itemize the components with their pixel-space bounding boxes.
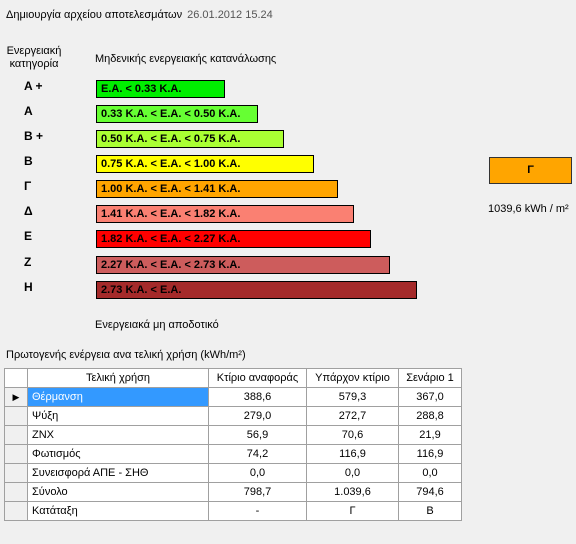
value-cell[interactable]: 0,0	[208, 463, 307, 483]
use-name-cell[interactable]: ΖΝΧ	[27, 425, 209, 445]
table-row[interactable]: Φωτισμός 74,2 116,9 116,9	[4, 444, 462, 464]
class-label: A	[24, 104, 33, 118]
class-bar: 1.41 Κ.Α. < Ε.Α. < 1.82 Κ.Α.	[96, 205, 354, 223]
row-header-cell[interactable]	[4, 406, 28, 426]
table-row[interactable]: ΖΝΧ 56,9 70,6 21,9	[4, 425, 462, 445]
header-line: Δημιουργία αρχείου αποτελεσμάτων 26.01.20…	[6, 9, 273, 21]
class-label: Ζ	[24, 255, 32, 269]
class-bar: 0.75 Κ.Α. < Ε.Α. < 1.00 Κ.Α.	[96, 155, 314, 173]
value-cell[interactable]: 798,7	[208, 482, 307, 502]
value-cell[interactable]: 0,0	[306, 463, 399, 483]
value-cell[interactable]: 272,7	[306, 406, 399, 426]
value-cell[interactable]: -	[208, 501, 307, 521]
value-cell[interactable]: 21,9	[398, 425, 462, 445]
value-cell[interactable]: 1.039,6	[306, 482, 399, 502]
class-label: Γ	[24, 179, 32, 193]
row-header-corner[interactable]	[4, 368, 28, 388]
class-bar: 2.27 Κ.Α. < Ε.Α. < 2.73 Κ.Α.	[96, 256, 390, 274]
class-label: B	[24, 154, 33, 168]
energy-data-grid[interactable]: Τελική χρήση Κτίριο αναφοράς Υπάρχον κτί…	[4, 368, 462, 521]
class-label: B +	[24, 129, 44, 143]
scale-bottom-label: Ενεργειακά μη αποδοτικό	[95, 319, 219, 331]
value-cell[interactable]: 74,2	[208, 444, 307, 464]
row-header-cell[interactable]: ▶	[4, 387, 28, 407]
class-label: Ε	[24, 229, 33, 243]
column-header-use[interactable]: Τελική χρήση	[27, 368, 209, 388]
value-cell[interactable]: 388,6	[208, 387, 307, 407]
category-title-line2: κατηγορία	[9, 58, 59, 70]
result-class-badge: Γ	[489, 157, 572, 184]
table-row[interactable]: Συνεισφορά ΑΠΕ - ΣΗΘ 0,0 0,0 0,0	[4, 463, 462, 483]
table-title: Πρωτογενής ενέργεια ανα τελική χρήση (kW…	[6, 349, 246, 361]
value-cell[interactable]: 794,6	[398, 482, 462, 502]
use-name-cell[interactable]: Σύνολο	[27, 482, 209, 502]
column-header-scenario[interactable]: Σενάριο 1	[398, 368, 462, 388]
value-cell[interactable]: 70,6	[306, 425, 399, 445]
class-label: Η	[24, 280, 33, 294]
class-label: A +	[24, 79, 43, 93]
category-title-line1: Ενεργειακή	[6, 45, 62, 57]
row-header-cell[interactable]	[4, 425, 28, 445]
header-title: Δημιουργία αρχείου αποτελεσμάτων	[6, 9, 183, 21]
value-cell[interactable]: 367,0	[398, 387, 462, 407]
column-header-existing[interactable]: Υπάρχον κτίριο	[306, 368, 399, 388]
value-cell[interactable]: B	[398, 501, 462, 521]
table-row[interactable]: Κατάταξη - Γ B	[4, 501, 462, 521]
category-column-title: Ενεργειακή κατηγορία	[4, 45, 64, 71]
row-header-cell[interactable]	[4, 444, 28, 464]
value-cell[interactable]: 579,3	[306, 387, 399, 407]
table-row[interactable]: Ψύξη 279,0 272,7 288,8	[4, 406, 462, 426]
class-bar: 1.82 Κ.Α. < Ε.Α. < 2.27 Κ.Α.	[96, 230, 371, 248]
grid-header-row: Τελική χρήση Κτίριο αναφοράς Υπάρχον κτί…	[4, 368, 462, 388]
use-name-cell[interactable]: Θέρμανση	[27, 387, 209, 407]
class-bar: 1.00 Κ.Α. < Ε.Α. < 1.41 Κ.Α.	[96, 180, 338, 198]
row-header-cell[interactable]	[4, 501, 28, 521]
use-name-cell[interactable]: Κατάταξη	[27, 501, 209, 521]
class-bar: 0.50 Κ.Α. < Ε.Α. < 0.75 Κ.Α.	[96, 130, 284, 148]
use-name-cell[interactable]: Φωτισμός	[27, 444, 209, 464]
value-cell[interactable]: 279,0	[208, 406, 307, 426]
row-header-cell[interactable]	[4, 463, 28, 483]
class-bar: 2.73 Κ.Α. < Ε.Α.	[96, 281, 417, 299]
result-energy-value: 1039,6 kWh / m²	[488, 203, 569, 215]
table-row[interactable]: ▶ Θέρμανση 388,6 579,3 367,0	[4, 387, 462, 407]
scale-top-label: Μηδενικής ενεργειακής κατανάλωσης	[95, 53, 277, 65]
class-label: Δ	[24, 204, 33, 218]
use-name-cell[interactable]: Συνεισφορά ΑΠΕ - ΣΗΘ	[27, 463, 209, 483]
header-date: 26.01.2012 15.24	[187, 9, 273, 21]
value-cell[interactable]: 116,9	[398, 444, 462, 464]
class-bar: Ε.Α. < 0.33 Κ.Α.	[96, 80, 225, 98]
value-cell[interactable]: 0,0	[398, 463, 462, 483]
value-cell[interactable]: Γ	[306, 501, 399, 521]
table-row[interactable]: Σύνολο 798,7 1.039,6 794,6	[4, 482, 462, 502]
value-cell[interactable]: 288,8	[398, 406, 462, 426]
value-cell[interactable]: 116,9	[306, 444, 399, 464]
current-row-arrow-icon: ▶	[12, 391, 20, 402]
value-cell[interactable]: 56,9	[208, 425, 307, 445]
row-header-cell[interactable]	[4, 482, 28, 502]
class-bar: 0.33 Κ.Α. < Ε.Α. < 0.50 Κ.Α.	[96, 105, 258, 123]
use-name-cell[interactable]: Ψύξη	[27, 406, 209, 426]
column-header-reference[interactable]: Κτίριο αναφοράς	[208, 368, 307, 388]
